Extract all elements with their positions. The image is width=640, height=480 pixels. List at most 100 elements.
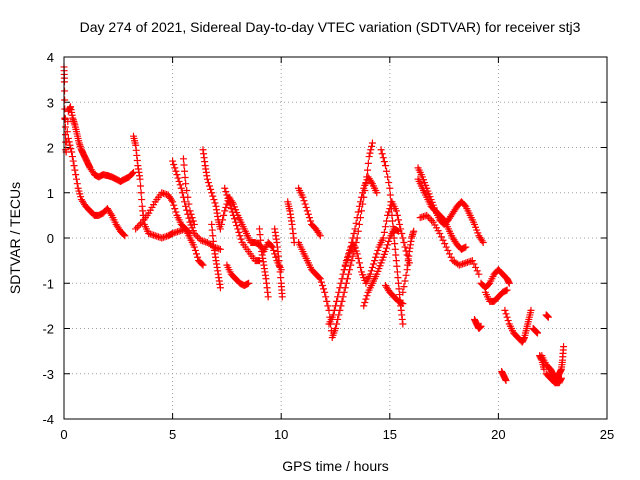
data-point — [401, 243, 409, 251]
data-point — [176, 181, 184, 189]
series-G — [179, 155, 198, 228]
data-point — [222, 203, 230, 211]
data-point — [198, 260, 206, 268]
data-point — [64, 134, 72, 142]
y-tick-label: -4 — [42, 412, 54, 427]
data-point — [387, 205, 395, 213]
data-point — [355, 220, 363, 228]
data-point — [226, 201, 234, 209]
data-point — [332, 325, 339, 332]
data-point — [370, 260, 378, 268]
data-point — [446, 250, 454, 258]
data-point — [502, 377, 510, 385]
data-point — [383, 217, 391, 225]
data-point — [169, 198, 177, 206]
data-point — [121, 232, 129, 240]
data-point — [341, 262, 349, 270]
data-point — [72, 171, 80, 179]
data-point — [394, 227, 402, 235]
data-point — [442, 243, 450, 251]
data-point — [133, 223, 141, 231]
data-point — [400, 239, 408, 247]
data-point — [356, 198, 364, 206]
data-point — [181, 198, 189, 206]
data-point — [447, 253, 455, 261]
data-point — [185, 200, 193, 208]
data-point — [329, 311, 337, 319]
data-point — [171, 164, 179, 172]
data-point — [174, 174, 182, 182]
data-point — [179, 155, 187, 163]
y-tick-label: -1 — [42, 276, 54, 291]
data-point — [305, 214, 313, 222]
data-point — [350, 229, 358, 237]
data-point — [173, 171, 181, 179]
data-point — [199, 261, 207, 269]
data-point — [208, 189, 216, 197]
data-point — [320, 285, 328, 293]
data-point — [191, 246, 199, 254]
data-point — [232, 218, 240, 226]
data-point — [362, 295, 370, 303]
data-point — [177, 184, 185, 192]
data-point — [181, 167, 189, 175]
data-point — [353, 214, 361, 222]
data-point — [209, 192, 217, 200]
series-Z — [471, 315, 485, 332]
data-point — [194, 233, 202, 241]
data-point — [316, 275, 324, 283]
data-point — [73, 180, 81, 188]
data-point — [351, 225, 359, 233]
data-point — [169, 157, 177, 165]
data-point — [188, 214, 196, 222]
data-point — [503, 286, 511, 294]
data-point — [367, 267, 375, 275]
data-point — [302, 203, 310, 211]
series-R — [340, 198, 413, 287]
data-point — [381, 248, 389, 256]
data-point — [468, 257, 476, 265]
data-point — [333, 297, 341, 305]
data-point — [128, 170, 136, 178]
data-point — [270, 246, 278, 254]
data-point — [337, 279, 345, 287]
data-point — [137, 189, 145, 197]
data-point — [315, 274, 323, 282]
data-point — [68, 153, 76, 161]
data-point — [504, 317, 512, 325]
data-point — [181, 173, 189, 181]
grid-lines — [64, 57, 607, 419]
series-B — [62, 103, 138, 185]
x-axis-label: GPS time / hours — [282, 458, 389, 474]
data-point — [354, 208, 362, 216]
data-point — [299, 193, 307, 201]
series-AI — [542, 370, 565, 387]
data-point — [355, 202, 363, 210]
data-point — [264, 293, 272, 301]
plot-frame — [63, 56, 608, 420]
data-point — [373, 189, 381, 197]
series-U — [377, 146, 407, 328]
data-point — [278, 293, 286, 301]
data-point — [170, 160, 178, 168]
data-point — [424, 213, 432, 221]
data-point — [372, 253, 380, 261]
data-point — [216, 284, 224, 292]
data-point — [220, 211, 228, 219]
data-point — [231, 215, 239, 223]
data-point — [356, 263, 364, 271]
data-point — [386, 184, 394, 192]
data-point — [67, 145, 75, 153]
data-point — [560, 343, 568, 351]
data-point — [180, 161, 188, 169]
data-point — [503, 313, 511, 321]
series-J — [221, 184, 263, 265]
data-point — [210, 196, 218, 204]
series-M — [271, 225, 286, 301]
series-L — [255, 225, 272, 301]
series-AC — [498, 367, 510, 385]
data-point — [216, 245, 224, 253]
data-point — [399, 288, 407, 296]
data-point — [410, 227, 418, 235]
data-point — [346, 249, 354, 257]
